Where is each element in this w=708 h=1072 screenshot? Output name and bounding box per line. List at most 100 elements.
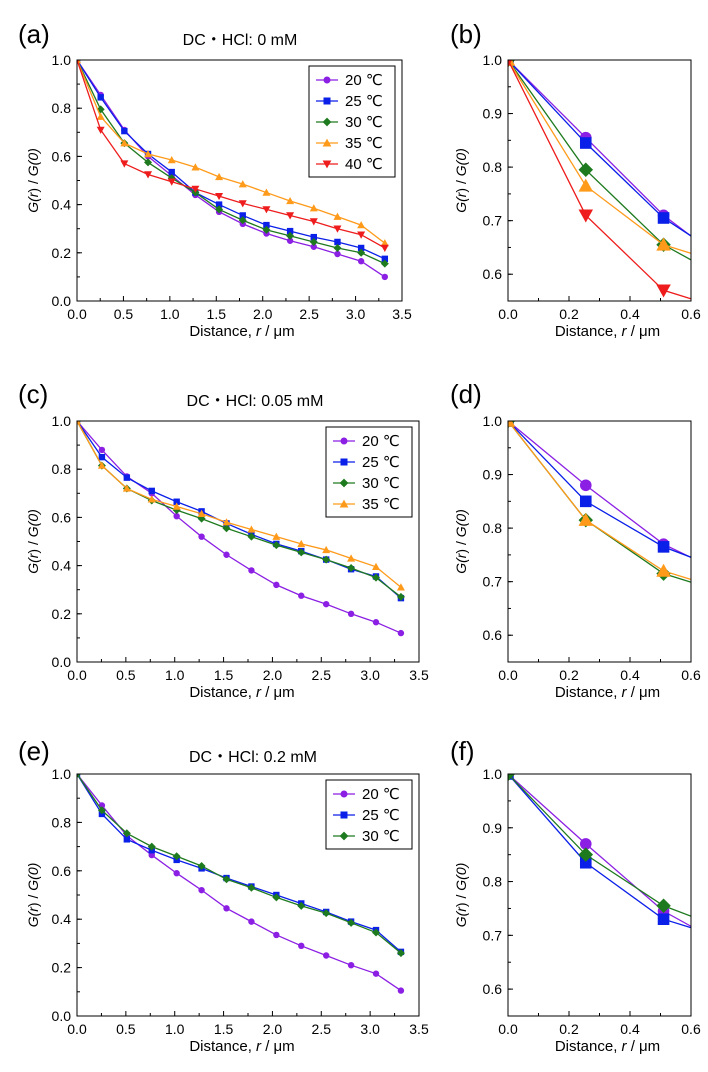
y-tick-label: 0.0 — [52, 1008, 72, 1024]
data-point-25 — [579, 495, 592, 508]
y-tick-label: 1.0 — [52, 413, 72, 429]
data-point-25 — [121, 127, 128, 135]
data-point-40 — [262, 206, 271, 214]
y-tick-label: 0.6 — [52, 863, 72, 879]
y-tick-label: 0.8 — [52, 461, 72, 477]
data-point-35 — [96, 112, 105, 120]
x-axis-label: Distance, r / μm — [189, 684, 294, 701]
y-tick-label: 0.8 — [52, 100, 72, 116]
data-point-25 — [98, 453, 106, 461]
panel-letter: (b) — [450, 19, 482, 49]
data-point-25 — [657, 913, 670, 925]
series-line-25 — [77, 421, 402, 599]
legend-marker — [322, 117, 332, 127]
data-point-20 — [334, 250, 341, 258]
x-axis-label: Distance, r / μm — [189, 323, 294, 340]
legend-marker — [339, 478, 349, 488]
data-point-20 — [381, 273, 389, 281]
y-tick-label: 0.9 — [483, 820, 503, 836]
data-point-20 — [173, 512, 180, 520]
data-point-30 — [322, 909, 331, 918]
legend: 20 ℃ 25 ℃ 30 ℃ — [325, 779, 413, 850]
data-point-40 — [191, 185, 200, 193]
x-tick-label: 1.0 — [160, 306, 180, 322]
data-point-20 — [347, 610, 355, 617]
data-point-35 — [172, 502, 181, 510]
y-tick-label: 0.4 — [52, 911, 72, 927]
x-tick-label: 0.2 — [559, 306, 579, 322]
data-point-35 — [372, 562, 381, 571]
chart-panel-f: (f) 0.0 0.2 0.4 0.6 0.6 0.7 0.8 0.9 1.0 Distance, … — [450, 736, 701, 1055]
legend-marker — [323, 76, 331, 84]
data-point-20 — [298, 942, 305, 950]
data-point-40 — [656, 284, 671, 298]
y-tick-label: 0.6 — [52, 148, 72, 164]
legend-label: 30 ℃ — [362, 475, 400, 492]
data-point-25 — [123, 836, 131, 843]
data-point-20 — [248, 918, 255, 925]
data-point-30 — [656, 898, 671, 914]
series-line-25 — [508, 774, 691, 929]
legend-marker — [339, 499, 349, 508]
x-tick-label: 0.5 — [116, 667, 136, 683]
data-point-30 — [508, 774, 516, 782]
x-tick-label: 0.0 — [498, 1021, 518, 1037]
data-point-30 — [396, 949, 405, 958]
data-point-20 — [310, 243, 317, 250]
series-line-30 — [77, 774, 402, 954]
x-tick-label: 2.5 — [299, 306, 319, 322]
legend-label: 35 ℃ — [362, 496, 400, 513]
data-point-30 — [247, 532, 256, 541]
data-point-40 — [286, 212, 295, 220]
x-tick-label: 0.4 — [620, 1021, 640, 1037]
legend-label: 40 ℃ — [345, 156, 383, 173]
y-tick-label: 1.0 — [483, 766, 503, 782]
data-point-30 — [578, 162, 594, 178]
y-tick-label: 0.9 — [483, 106, 503, 122]
data-point-20 — [322, 600, 330, 608]
data-point-30 — [122, 829, 131, 838]
chart-title: DC・HCl: 0 mM — [183, 32, 298, 49]
data-point-35 — [333, 212, 342, 220]
data-point-35 — [508, 421, 516, 427]
data-point-35 — [347, 554, 356, 562]
y-axis-label: G(r) / G(0) — [453, 863, 469, 928]
x-tick-label: 2.5 — [312, 667, 332, 683]
x-tick-label: 0.4 — [620, 667, 640, 683]
y-tick-label: 0.6 — [52, 509, 72, 525]
data-point-40 — [380, 244, 389, 252]
y-tick-label: 0.7 — [483, 927, 503, 943]
x-tick-label: 0.0 — [498, 667, 518, 683]
x-axis-label: Distance, r / μm — [189, 1038, 294, 1055]
data-point-30 — [172, 852, 181, 861]
data-point-40 — [357, 231, 366, 239]
x-tick-label: 0.5 — [116, 1021, 136, 1037]
data-point-20 — [273, 931, 280, 939]
x-tick-label: 3.5 — [409, 667, 429, 683]
data-point-30 — [380, 259, 389, 268]
y-tick-label: 0.6 — [483, 266, 503, 282]
data-point-30 — [215, 205, 224, 214]
data-point-35 — [262, 188, 271, 196]
data-point-35 — [191, 163, 200, 171]
data-point-20 — [322, 952, 330, 959]
data-point-20 — [372, 619, 380, 626]
data-point-35 — [144, 149, 153, 158]
y-tick-label: 0.6 — [483, 627, 503, 643]
x-tick-label: 0.0 — [498, 306, 518, 322]
x-tick-label: 2.0 — [263, 1021, 283, 1037]
data-point-35 — [120, 139, 129, 147]
y-tick-label: 0.8 — [483, 874, 503, 890]
legend-entry: 20 ℃ — [333, 786, 400, 803]
y-tick-label: 1.0 — [483, 52, 503, 68]
series-line-25 — [508, 421, 691, 558]
legend-label: 35 ℃ — [345, 135, 383, 152]
chart-panel-e: (e) DC・HCl: 0.2 mM 0.0 0.5 1.0 1.5 2.0 2.5 3.0 3.… — [18, 736, 429, 1055]
data-point-20 — [579, 479, 592, 492]
chart-title: DC・HCl: 0.05 mM — [187, 393, 324, 410]
legend-label: 20 ℃ — [345, 72, 383, 89]
data-point-25 — [579, 856, 592, 869]
legend-entry: 40 ℃ — [316, 156, 383, 173]
y-axis-label: G(r) / G(0) — [25, 148, 41, 213]
series-line-30 — [508, 421, 691, 583]
